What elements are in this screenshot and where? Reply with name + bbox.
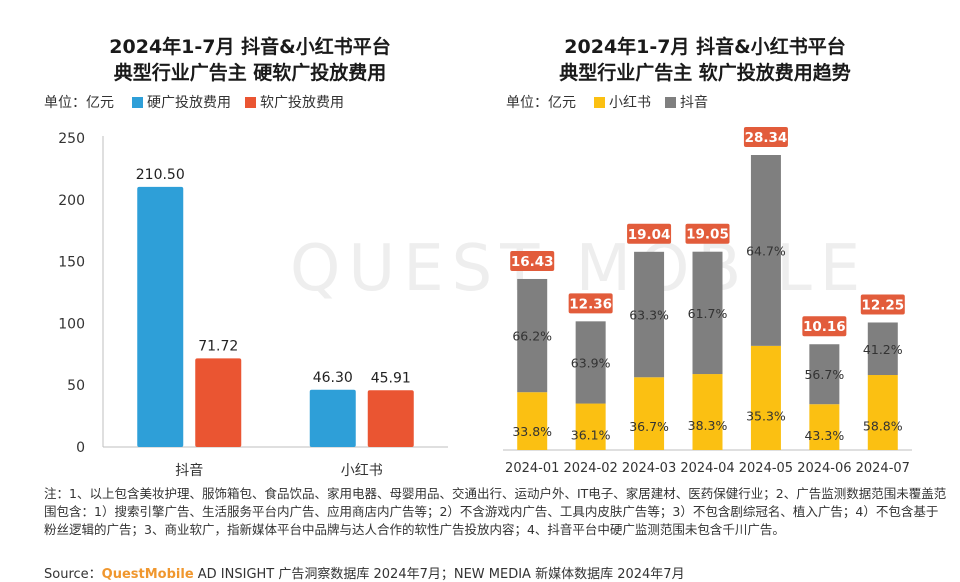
right-title-line2: 典型行业广告主 软广投放费用趋势 xyxy=(559,62,851,84)
legend-label-douyin: 抖音 xyxy=(680,95,708,111)
right-x-tick-label: 2024-01 xyxy=(505,461,559,476)
right-share-label-xhs: 43.3% xyxy=(804,428,844,443)
right-x-tick-label: 2024-06 xyxy=(797,461,851,476)
legend-label-xhs: 小红书 xyxy=(609,95,651,111)
right-total-label-box xyxy=(860,294,905,315)
right-bar-xhs xyxy=(867,375,898,450)
right-share-label-xhs: 38.3% xyxy=(688,418,728,433)
left-y-tick-label: 200 xyxy=(58,193,85,209)
left-x-tick-label: 小红书 xyxy=(341,463,383,479)
right-bar-douyin xyxy=(809,344,840,405)
right-share-label-douyin: 56.7% xyxy=(804,367,844,382)
right-share-label-xhs: 35.3% xyxy=(746,409,786,424)
right-bar-douyin xyxy=(517,278,548,393)
legend-label-hard: 硬广投放费用 xyxy=(147,95,231,111)
source-prefix: Source： xyxy=(44,567,102,582)
right-share-label-douyin: 64.7% xyxy=(746,243,786,258)
right-x-tick-label: 2024-07 xyxy=(856,461,910,476)
right-bar-douyin xyxy=(634,251,665,378)
right-total-label: 10.16 xyxy=(803,319,846,335)
right-bar-douyin xyxy=(575,321,606,404)
right-total-label: 12.36 xyxy=(569,296,612,312)
right-share-label-xhs: 36.7% xyxy=(629,419,669,434)
right-share-label-xhs: 33.8% xyxy=(512,424,552,439)
right-bar-xhs xyxy=(517,392,548,450)
left-chart-title: 2024年1-7月 抖音&小红书平台 典型行业广告主 硬软广投放费用 xyxy=(40,34,460,86)
left-legend-soft: 软广投放费用 xyxy=(245,92,344,112)
legend-swatch-douyin xyxy=(665,96,676,108)
right-legend-xhs: 小红书 xyxy=(594,92,651,112)
right-total-label-box xyxy=(568,293,613,314)
right-total-label-box xyxy=(802,316,847,337)
left-bar-hard xyxy=(137,186,184,447)
legend-swatch-hard xyxy=(132,96,143,108)
left-bar-soft xyxy=(195,358,242,447)
right-total-label: 12.25 xyxy=(861,297,904,313)
right-bar-xhs xyxy=(809,404,840,450)
left-y-tick-label: 100 xyxy=(58,316,85,332)
right-total-label-box xyxy=(510,250,555,271)
right-legend-douyin: 抖音 xyxy=(665,92,708,112)
right-x-tick-label: 2024-02 xyxy=(563,461,617,476)
left-y-tick-label: 250 xyxy=(58,131,85,147)
right-chart-title: 2024年1-7月 抖音&小红书平台 典型行业广告主 软广投放费用趋势 xyxy=(490,34,920,86)
legend-swatch-soft xyxy=(245,96,256,108)
left-y-tick-label: 150 xyxy=(58,255,85,271)
right-share-label-douyin: 66.2% xyxy=(512,329,552,344)
right-bar-douyin xyxy=(750,155,781,346)
right-share-label-douyin: 63.3% xyxy=(629,308,669,323)
left-bar-value-label: 210.50 xyxy=(136,167,185,183)
left-title-line2: 典型行业广告主 硬软广投放费用 xyxy=(113,62,387,84)
left-legend-hard: 硬广投放费用 xyxy=(132,92,231,112)
right-bar-xhs xyxy=(692,374,723,450)
right-bar-xhs xyxy=(750,345,781,450)
left-legend: 单位：亿元 硬广投放费用 软广投放费用 xyxy=(44,92,358,112)
source-line: Source：QuestMobile AD INSIGHT 广告洞察数据库 20… xyxy=(44,563,685,582)
source-brand: QuestMobile xyxy=(101,567,194,582)
right-title-line1: 2024年1-7月 抖音&小红书平台 xyxy=(564,36,846,58)
right-x-tick-label: 2024-04 xyxy=(680,461,734,476)
legend-label-soft: 软广投放费用 xyxy=(260,95,344,111)
right-bar-douyin xyxy=(867,322,898,376)
left-unit-label: 单位：亿元 xyxy=(44,95,114,111)
right-x-tick-label: 2024-05 xyxy=(739,461,793,476)
right-bar-xhs xyxy=(634,377,665,450)
left-bar-value-label: 45.91 xyxy=(371,370,411,386)
source-rest: AD INSIGHT 广告洞察数据库 2024年7月；NEW MEDIA 新媒体… xyxy=(193,567,685,582)
left-bar-value-label: 46.30 xyxy=(313,370,353,386)
right-total-label-box xyxy=(627,223,672,244)
left-bar-soft xyxy=(367,390,414,447)
right-share-label-xhs: 36.1% xyxy=(571,428,611,443)
right-total-label: 19.04 xyxy=(628,227,671,243)
right-legend: 单位：亿元 小红书 抖音 xyxy=(506,92,722,112)
left-y-tick-label: 50 xyxy=(67,378,85,394)
left-bar-value-label: 71.72 xyxy=(198,338,238,354)
right-share-label-douyin: 63.9% xyxy=(571,355,611,370)
right-total-label: 19.05 xyxy=(686,227,729,243)
left-bar-hard xyxy=(309,389,356,447)
right-bar-xhs xyxy=(575,403,606,450)
left-title-line1: 2024年1-7月 抖音&小红书平台 xyxy=(109,36,391,58)
right-x-tick-label: 2024-03 xyxy=(622,461,676,476)
right-total-label: 28.34 xyxy=(745,130,788,146)
left-y-tick-label: 0 xyxy=(76,440,85,456)
left-x-tick-label: 抖音 xyxy=(175,462,203,479)
right-share-label-douyin: 61.7% xyxy=(688,306,728,321)
legend-swatch-xhs xyxy=(594,96,605,108)
right-total-label-box xyxy=(743,127,788,147)
right-unit-label: 单位：亿元 xyxy=(506,95,576,111)
right-total-label: 16.43 xyxy=(511,254,554,270)
right-share-label-douyin: 41.2% xyxy=(863,342,903,357)
right-bar-douyin xyxy=(692,251,723,375)
footnote: 注：1、以上包含美妆护理、服饰箱包、食品饮品、家用电器、母婴用品、交通出行、运动… xyxy=(44,486,947,537)
right-total-label-box xyxy=(685,223,730,244)
right-share-label-xhs: 58.8% xyxy=(863,418,903,433)
